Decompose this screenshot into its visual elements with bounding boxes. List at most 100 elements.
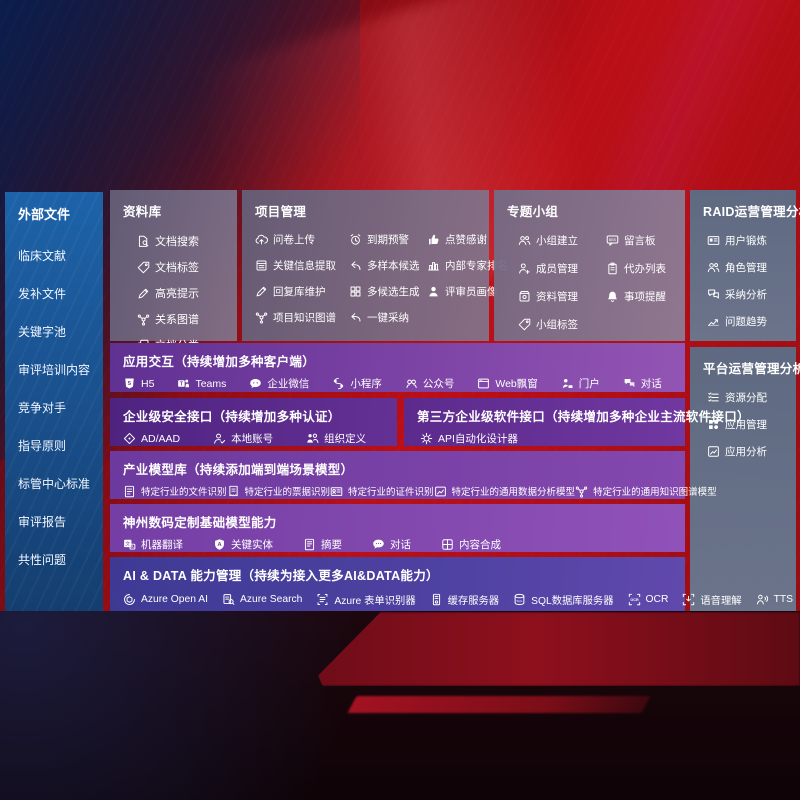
feature-item[interactable]: 成员管理: [518, 261, 606, 276]
sidebar-item[interactable]: 发补文件: [18, 287, 67, 301]
feature-item[interactable]: Azure Search: [222, 593, 302, 606]
panel-platform-analytics: 平台运营管理分析 资源分配 应用管理 应用分析: [690, 347, 800, 611]
feature-item[interactable]: Azure 表单识别器: [316, 592, 416, 607]
row-title: 应用交互（持续增加多种客户端）: [123, 355, 316, 369]
sidebar-item[interactable]: 临床文献: [18, 249, 67, 263]
sidebar-item[interactable]: 指导原则: [18, 439, 67, 453]
receipt-icon: [227, 485, 240, 498]
feature-item[interactable]: A 关键实体: [213, 537, 273, 552]
row-industry-model-library: 产业模型库（持续添加端到端场景模型） 特定行业的文件识别 特定行业的票据识别 特定行…: [110, 451, 717, 499]
feature-item[interactable]: 门户: [561, 376, 600, 391]
webwin-icon: [477, 377, 490, 390]
svg-text:A: A: [217, 542, 221, 548]
svg-text:T: T: [180, 382, 184, 388]
feature-item[interactable]: 高亮提示: [137, 285, 237, 301]
feature-item[interactable]: 问卷上传: [255, 232, 347, 247]
doc-search-icon: [137, 235, 150, 248]
svg-text:OCR: OCR: [630, 598, 639, 602]
feature-item[interactable]: Web飘窗: [477, 376, 538, 391]
feature-item[interactable]: 关键信息提取: [255, 258, 347, 273]
feature-item[interactable]: 小程序: [332, 376, 382, 391]
api-icon: [420, 432, 433, 445]
feature-item[interactable]: 特定行业的文件识别: [123, 484, 227, 498]
feature-item[interactable]: 一键采纳: [349, 310, 425, 325]
feature-item[interactable]: AD/AAD: [123, 432, 180, 445]
sidebar-item[interactable]: 标管中心标准: [18, 477, 91, 491]
feature-item[interactable]: 点赞感谢: [427, 232, 499, 247]
feature-item[interactable]: TTS: [756, 593, 793, 606]
svg-text:A: A: [131, 545, 134, 549]
sidebar-item[interactable]: 共性问题: [18, 553, 67, 567]
people-icon: [707, 261, 720, 274]
feature-item[interactable]: 特定行业的证件识别: [330, 484, 434, 498]
feature-item[interactable]: 特定行业的票据识别: [227, 484, 330, 498]
feature-item[interactable]: 多候选生成: [349, 284, 425, 299]
feature-item[interactable]: 组织定义: [306, 431, 366, 446]
feature-item[interactable]: OCR OCR: [628, 593, 668, 606]
feature-item[interactable]: 采纳分析: [707, 287, 796, 302]
feature-item[interactable]: 缓存服务器: [430, 592, 499, 607]
account-icon: [213, 432, 226, 445]
wechat-icon: [249, 377, 262, 390]
openai-icon: [123, 593, 136, 606]
feature-item[interactable]: 公众号: [405, 376, 454, 391]
feature-item[interactable]: 小组标签: [518, 317, 606, 332]
feature-item[interactable]: 对话: [372, 537, 411, 552]
row-digital-china-base-models: 神州数码定制基础模型能力 文 A 机器翻译 A 关键实体 摘要 对话 内容合成: [110, 504, 685, 552]
feature-item[interactable]: 内容合成: [441, 537, 501, 552]
feature-item[interactable]: 摘要: [303, 537, 342, 552]
feature-item[interactable]: 本地账号: [213, 431, 273, 446]
feature-item[interactable]: 5 H5: [123, 377, 154, 390]
feature-item[interactable]: 特定行业的通用知识图谱模型: [575, 484, 717, 498]
sidebar-item[interactable]: 审评报告: [18, 515, 67, 529]
feature-item[interactable]: 资源分配: [707, 390, 796, 405]
feature-item[interactable]: 项目知识图谱: [255, 310, 347, 325]
feature-item[interactable]: 事项提醒: [606, 289, 682, 304]
bell-icon: [606, 290, 619, 303]
feature-item[interactable]: 文档搜索: [137, 233, 237, 249]
feature-item[interactable]: 文 A 机器翻译: [123, 537, 183, 552]
feature-item[interactable]: 代办列表: [606, 261, 682, 276]
row-title: 神州数码定制基础模型能力: [123, 516, 277, 530]
sidebar-item[interactable]: 审评培训内容: [18, 363, 91, 377]
feature-item[interactable]: 内部专家排名: [427, 258, 508, 273]
row-title: 企业级安全接口（持续增加多种认证）: [123, 410, 341, 424]
feature-item[interactable]: BBS 留言板: [606, 233, 682, 248]
interaction-items: 5 H5 T Teams 企业微信 小程序 公众号 Web飘窗 门户 对话: [123, 376, 685, 391]
feature-item[interactable]: 问题趋势: [707, 314, 796, 329]
background-red-shape: [318, 612, 800, 686]
feature-item[interactable]: 角色管理: [707, 260, 796, 275]
az-search-icon: [222, 593, 235, 606]
feature-item[interactable]: 对话: [623, 376, 662, 391]
feature-item[interactable]: 到期预警: [349, 232, 425, 247]
base-model-items: 文 A 机器翻译 A 关键实体 摘要 对话 内容合成: [123, 537, 685, 552]
feature-item[interactable]: 评审员画像: [427, 284, 499, 299]
feature-item[interactable]: 语音理解: [682, 592, 742, 607]
compose-icon: [441, 538, 454, 551]
feature-item[interactable]: 关系图谱: [137, 311, 237, 327]
feature-item[interactable]: 应用管理: [707, 417, 796, 432]
feature-item[interactable]: Azure Open AI: [123, 593, 208, 606]
feature-item[interactable]: T Teams: [177, 377, 226, 390]
sidebar-item[interactable]: 竞争对手: [18, 401, 67, 415]
feature-item[interactable]: SQL SQL数据库服务器: [513, 592, 614, 607]
feature-item[interactable]: 回复库维护: [255, 284, 347, 299]
feature-item[interactable]: 企业微信: [249, 376, 309, 391]
raid-analytics-items: 用户锻炼角色管理采纳分析问题趋势: [707, 233, 796, 329]
chart-box-icon: [707, 445, 720, 458]
feature-item[interactable]: 特定行业的通用数据分析模型: [434, 484, 575, 498]
feature-item[interactable]: 文档标签: [137, 259, 237, 275]
feature-item[interactable]: 用户锻炼: [707, 233, 796, 248]
svg-text:5: 5: [128, 381, 131, 387]
feature-item[interactable]: API自动化设计器: [420, 431, 518, 446]
feature-item[interactable]: 应用分析: [707, 444, 796, 459]
alarm-icon: [349, 233, 362, 246]
adopt-icon: [349, 311, 362, 324]
feature-item[interactable]: 资料管理: [518, 289, 606, 304]
feature-item[interactable]: 多样本候选: [349, 258, 425, 273]
feature-item[interactable]: 小组建立: [518, 233, 606, 248]
pen-icon: [255, 285, 268, 298]
sidebar-item[interactable]: 关键字池: [18, 325, 67, 339]
thumb-icon: [427, 233, 440, 246]
cloud-up-icon: [255, 233, 268, 246]
